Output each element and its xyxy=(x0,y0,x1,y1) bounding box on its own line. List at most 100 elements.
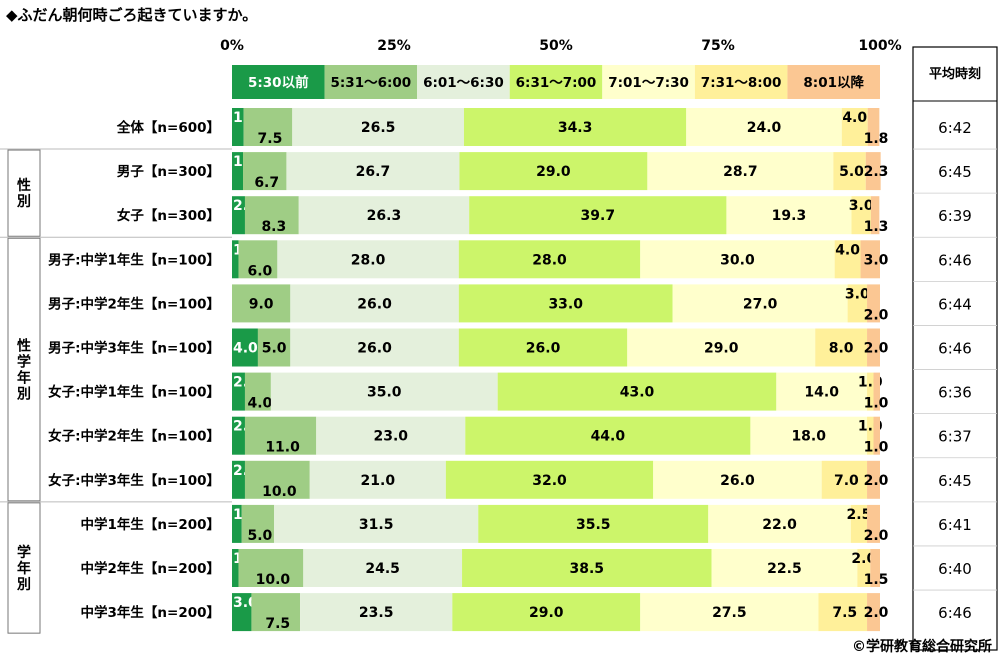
bar-segment xyxy=(627,328,816,367)
bar-segment xyxy=(251,593,301,632)
data-label: 24.0 xyxy=(747,120,782,136)
row-average: 6:45 xyxy=(938,163,972,181)
data-label: 1.5 xyxy=(864,572,889,588)
bar-segment xyxy=(851,196,871,235)
row-label: 男子:中学3年生【n=100】 xyxy=(48,340,220,357)
bar-segment xyxy=(867,328,880,367)
group-label: 学年別 xyxy=(16,544,31,593)
data-label: 18.0 xyxy=(791,429,826,445)
row-label: 女子:中学3年生【n=100】 xyxy=(48,472,220,489)
row-label: 中学2年生【n=200】 xyxy=(81,560,221,577)
bar-segment xyxy=(857,549,871,587)
data-label: 2.0 xyxy=(864,307,889,323)
bar-segment xyxy=(815,328,868,367)
group-bracket xyxy=(7,502,41,634)
data-label: 29.0 xyxy=(536,164,571,180)
data-label: 23.0 xyxy=(373,429,408,445)
bar-segment xyxy=(232,593,252,632)
data-label: 4.0 xyxy=(835,242,860,258)
bar-segment xyxy=(286,152,460,191)
copyright-text: ©学研教育総合研究所 xyxy=(852,639,992,655)
bar-segment xyxy=(867,108,880,146)
bar-segment xyxy=(316,416,466,455)
bar-segment xyxy=(465,416,751,455)
average-column-header: 平均時刻 xyxy=(929,66,981,82)
data-label: 27.0 xyxy=(743,296,778,312)
row-label: 女子【n=300】 xyxy=(117,207,220,224)
legend-swatch xyxy=(787,65,880,99)
bar-segment xyxy=(238,549,304,587)
bar-segment xyxy=(478,504,709,543)
data-label: 7.5 xyxy=(258,131,283,147)
bar-segment xyxy=(653,460,822,499)
bar-segment xyxy=(647,152,834,191)
data-label: 34.3 xyxy=(558,120,593,136)
data-label: 3.0 xyxy=(845,286,870,302)
group-bracket xyxy=(7,237,41,502)
bar-segment xyxy=(303,549,463,587)
x-tick-label: 100% xyxy=(858,38,901,54)
data-label: 31.5 xyxy=(359,517,394,533)
bar-segment xyxy=(270,372,498,411)
data-label: 33.0 xyxy=(548,296,583,312)
data-label: 8.3 xyxy=(261,219,286,235)
data-label: 10.0 xyxy=(256,572,291,588)
data-label: 2.0 xyxy=(851,551,876,567)
bar-segment xyxy=(821,460,868,499)
row-average: 6:42 xyxy=(938,119,972,137)
data-label: 4.0 xyxy=(233,341,258,357)
bar-segment xyxy=(244,372,271,411)
row-label: 女子:中学2年生【n=100】 xyxy=(48,428,220,445)
bar-segment xyxy=(274,504,479,543)
bar-segment xyxy=(672,284,848,323)
data-label: 11.0 xyxy=(265,440,300,456)
bar-segment xyxy=(873,372,880,411)
data-label: 4.0 xyxy=(248,396,273,412)
bar-segment xyxy=(867,416,874,455)
legend-swatch xyxy=(417,65,510,99)
legend-swatch xyxy=(232,65,325,99)
data-label: 7.5 xyxy=(832,605,857,621)
data-label: 26.0 xyxy=(526,341,561,357)
bar-segment xyxy=(232,328,258,367)
row-average: 6:37 xyxy=(938,428,972,446)
bar-segment xyxy=(458,240,641,279)
row-label: 男子:中学2年生【n=100】 xyxy=(48,295,220,312)
data-label: 9.0 xyxy=(249,296,274,312)
bar-segment xyxy=(640,593,819,632)
bar-segment xyxy=(232,549,239,587)
bar-segment xyxy=(300,593,453,632)
data-label: 2.0 xyxy=(864,605,889,621)
data-label: 1.0 xyxy=(864,396,889,412)
bar-segment xyxy=(850,504,868,543)
data-label: 7.0 xyxy=(834,473,859,489)
legend-label: 7:01～7:30 xyxy=(608,75,689,91)
bar-segment xyxy=(309,460,446,499)
data-label: 26.0 xyxy=(720,473,755,489)
bar-segment xyxy=(776,372,868,411)
data-label: 24.5 xyxy=(365,561,400,577)
bar-segment xyxy=(232,460,245,499)
data-label: 6.7 xyxy=(254,175,279,191)
legend-swatch xyxy=(602,65,695,99)
legend-swatch xyxy=(509,65,603,99)
bar-segment xyxy=(463,108,687,146)
bar-segment xyxy=(867,372,874,411)
bar-segment xyxy=(708,504,851,543)
x-tick-label: 0% xyxy=(220,38,244,54)
row-label: 全体【n=600】 xyxy=(116,119,220,136)
bar-segment xyxy=(818,593,868,632)
bar-segment xyxy=(686,108,842,146)
data-label: 4.0 xyxy=(842,110,867,126)
group-label: 性学年別 xyxy=(16,338,31,403)
row-label: 男子【n=300】 xyxy=(117,164,220,180)
data-label: 43.0 xyxy=(620,385,655,401)
bar-segment xyxy=(726,196,852,235)
group-label: 性別 xyxy=(16,177,31,210)
legend-label: 6:31～7:00 xyxy=(516,75,597,91)
data-label: 44.0 xyxy=(591,429,626,445)
row-average: 6:46 xyxy=(938,604,972,622)
bar-segment xyxy=(865,152,881,191)
bar-segment xyxy=(867,284,880,323)
data-label: 1.8 xyxy=(864,131,889,147)
